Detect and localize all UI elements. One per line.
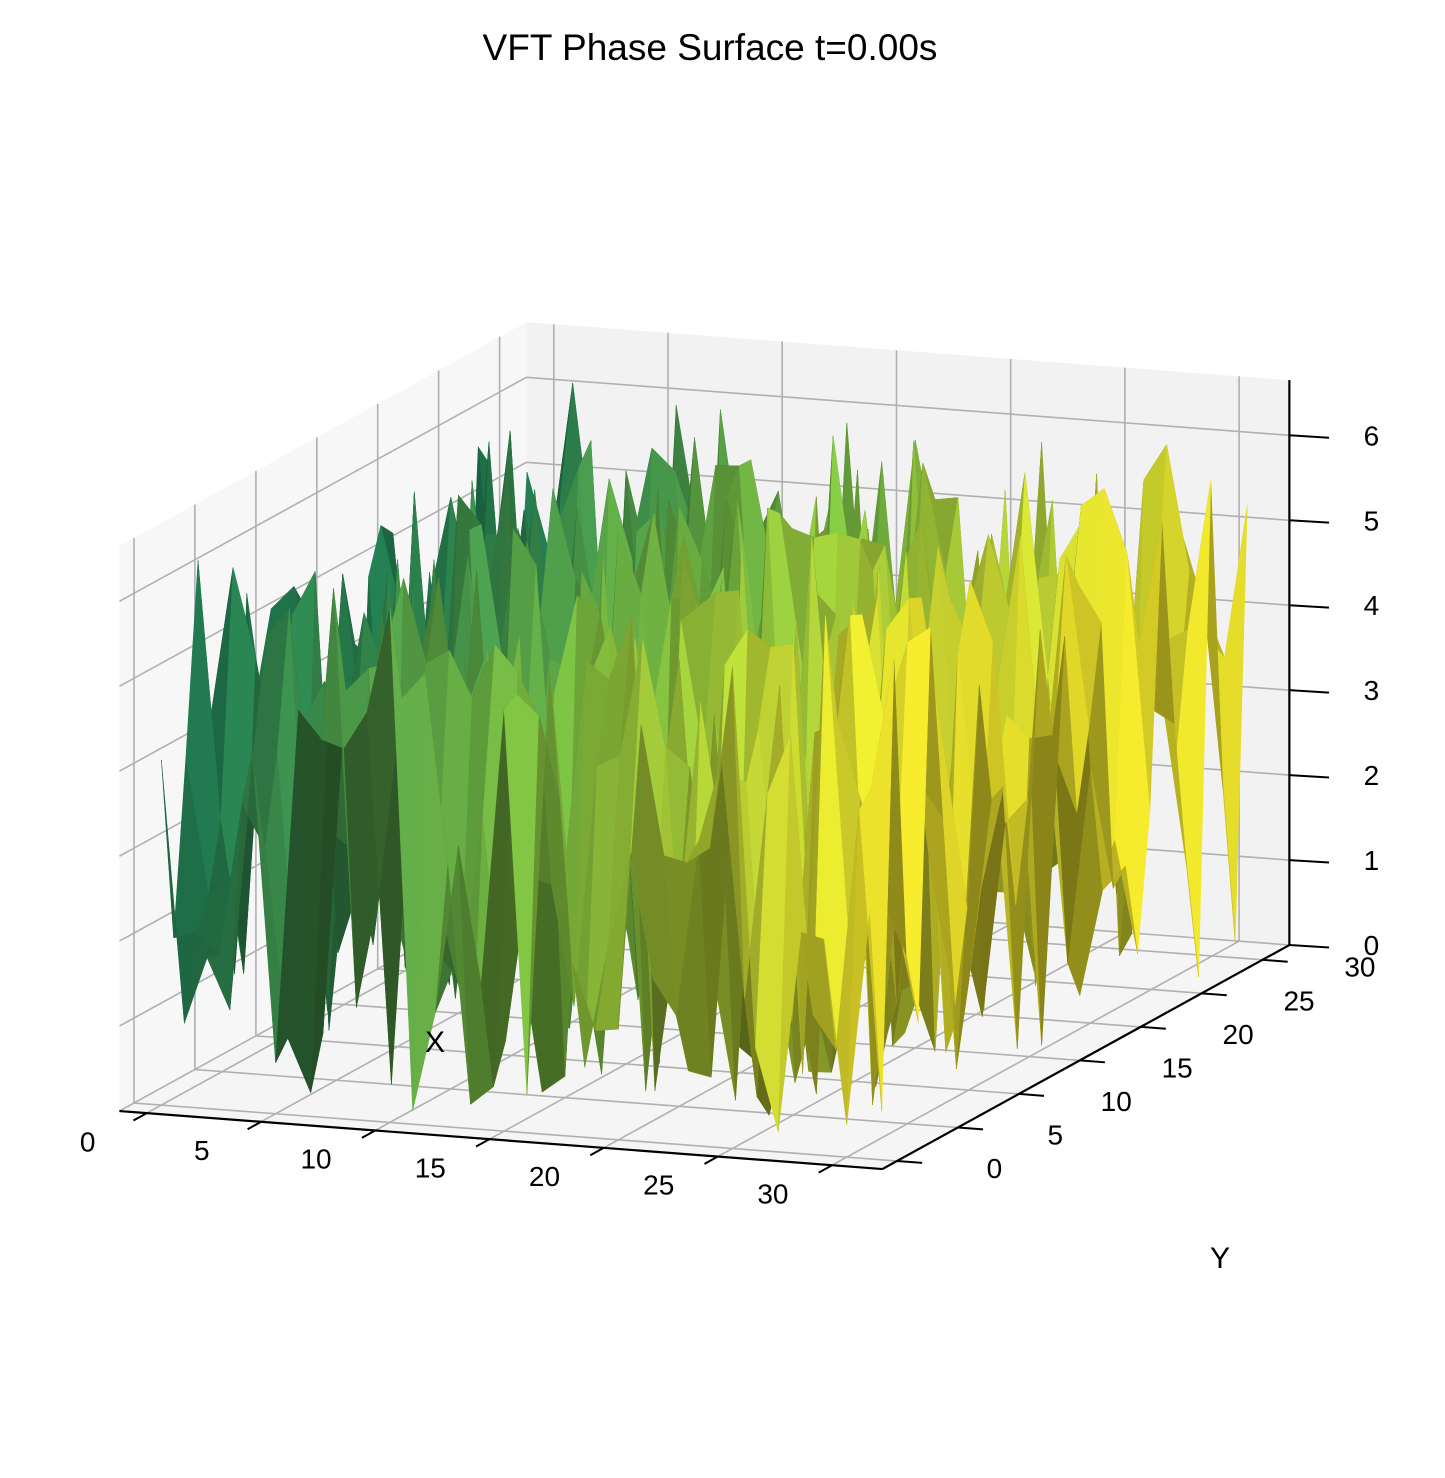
x-tick-label: 15 — [415, 1152, 446, 1183]
z-tick-mark — [1289, 859, 1330, 864]
y-tick-mark — [957, 1126, 984, 1131]
x-tick-label: 0 — [80, 1126, 96, 1157]
y-tick-label: 25 — [1283, 985, 1314, 1016]
z-tick-label: 2 — [1364, 760, 1380, 791]
chart-title: VFT Phase Surface t=0.00s — [483, 27, 938, 68]
z-tick-label: 4 — [1364, 590, 1380, 621]
x-tick-label: 5 — [194, 1135, 210, 1166]
y-tick-label: 0 — [987, 1153, 1003, 1184]
grid-line-z — [119, 461, 1290, 688]
surface-facet — [846, 810, 883, 1126]
y-tick-mark — [1079, 1059, 1105, 1064]
x-tick-mark — [704, 1155, 719, 1165]
z-tick-label: 0 — [1364, 930, 1380, 961]
y-tick-label: 10 — [1101, 1086, 1132, 1117]
x-tick-mark — [247, 1120, 262, 1131]
y-tick-label: 5 — [1048, 1119, 1064, 1150]
z-tick-mark — [1289, 434, 1330, 439]
x-tick-label: 25 — [643, 1170, 674, 1201]
y-axis-label: Y — [1210, 1242, 1230, 1275]
y-tick-mark — [1018, 1092, 1045, 1097]
y-tick-mark — [1262, 958, 1288, 963]
axes-lines — [119, 380, 1291, 1171]
y-tick-mark — [1201, 992, 1227, 997]
z-tick-label: 1 — [1364, 845, 1380, 876]
x-tick-label: 30 — [757, 1178, 788, 1209]
z-tick-label: 3 — [1364, 675, 1380, 706]
y-tick-label: 15 — [1162, 1052, 1193, 1083]
z-tick-mark — [1289, 944, 1330, 949]
phase-surface — [161, 382, 1248, 1132]
grid-line-z — [119, 376, 1290, 603]
z-tick-mark — [1289, 519, 1330, 524]
y-tick-label: 20 — [1223, 1019, 1254, 1050]
z-tick-label: 6 — [1364, 420, 1380, 451]
z-tick-mark — [1289, 774, 1330, 779]
z-tick-label: 5 — [1364, 505, 1380, 536]
x-tick-mark — [132, 1112, 148, 1122]
y-axis-line — [881, 944, 1290, 1171]
y-tick-mark — [896, 1160, 923, 1164]
x-tick-label: 20 — [529, 1161, 560, 1192]
y-tick-label: 30 — [1344, 952, 1375, 983]
y-tick-mark — [1140, 1025, 1166, 1030]
x-tick-mark — [475, 1138, 490, 1148]
z-tick-mark — [1289, 689, 1330, 694]
z-tick-mark — [1289, 604, 1330, 609]
x-tick-mark — [589, 1146, 605, 1157]
x-axis-line — [119, 1109, 883, 1171]
x-tick-mark — [361, 1129, 376, 1139]
x-tick-mark — [818, 1164, 833, 1174]
x-axis-label: X — [425, 1026, 445, 1059]
x-tick-label: 10 — [300, 1144, 331, 1175]
